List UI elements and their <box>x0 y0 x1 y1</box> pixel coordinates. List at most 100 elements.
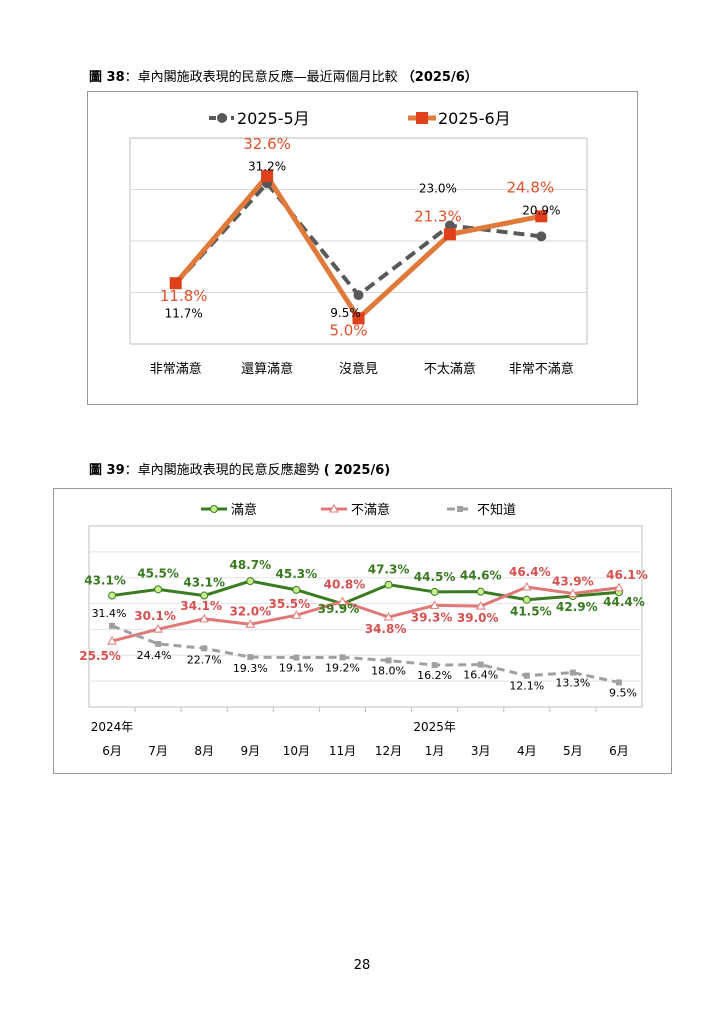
data-label-unknown: 24.4% <box>137 649 172 662</box>
data-point-dissatisfied <box>291 610 302 619</box>
chart-38-frame: 非常滿意 還算滿意 沒意見 不太滿意 非常不滿意 2025-5月 2025-6月 11.7% 3… <box>87 91 638 405</box>
data-label-dissatisfied: 32.0% <box>229 604 271 618</box>
figure-39-sep: ： <box>124 463 138 478</box>
chart-38-svg: 非常滿意 還算滿意 沒意見 不太滿意 非常不滿意 2025-5月 2025-6月 11.7% 3… <box>129 109 588 377</box>
data-point-satisfied <box>384 580 393 589</box>
x-tick-label: 6月 <box>102 744 122 758</box>
data-label-dissatisfied: 43.9% <box>552 574 594 588</box>
data-point-dissatisfied <box>383 612 394 621</box>
x-tick-label: 還算滿意 <box>241 361 293 377</box>
data-label-satisfied: 39.9% <box>318 602 360 616</box>
x-tick-label: 4月 <box>517 744 537 758</box>
data-label-june: 21.3% <box>414 207 462 225</box>
data-point-satisfied <box>522 595 531 604</box>
x-tick-label: 8月 <box>194 744 214 758</box>
figure-38-label: 圖 38 <box>89 70 125 85</box>
data-point-dissatisfied <box>521 582 532 591</box>
data-label-unknown: 12.1% <box>509 680 544 693</box>
data-label-june: 32.6% <box>243 135 291 153</box>
legend-marker-may <box>217 113 227 123</box>
data-label-dissatisfied: 46.1% <box>606 568 648 582</box>
legend-label-june: 2025-6月 <box>438 109 511 128</box>
data-point-june <box>169 277 182 290</box>
x-tick-label: 非常滿意 <box>150 361 202 377</box>
legend-marker-satisfied <box>210 505 218 513</box>
data-label-may: 20.9% <box>522 203 560 217</box>
data-label-unknown: 16.4% <box>463 669 498 682</box>
data-point-june <box>443 228 456 241</box>
legend-label-dissatisfied: 不滿意 <box>351 502 390 518</box>
figure-39-title-text: 卓內閣施政表現的民意反應趨勢 <box>137 463 320 478</box>
data-label-dissatisfied: 35.5% <box>269 597 311 611</box>
data-label-satisfied: 48.7% <box>229 558 271 572</box>
data-label-unknown: 9.5% <box>609 686 637 699</box>
figure-38-title-text: 卓內閣施政表現的民意反應—最近兩個月比較 <box>137 70 398 85</box>
data-label-dissatisfied: 34.1% <box>180 599 222 613</box>
x-tick-label: 5月 <box>563 744 583 758</box>
data-point-satisfied <box>292 585 301 594</box>
year-label: 2025年 <box>413 720 456 734</box>
x-tick-label: 10月 <box>283 744 310 758</box>
data-label-dissatisfied: 25.5% <box>79 649 121 663</box>
data-label-may: 23.0% <box>419 182 457 196</box>
data-point-unknown <box>247 654 254 661</box>
data-point-may <box>444 220 455 231</box>
series-line-satisfied <box>111 579 620 606</box>
data-point-satisfied <box>430 587 439 596</box>
page-number: 28 <box>353 958 371 973</box>
data-label-satisfied: 44.6% <box>460 569 502 583</box>
data-label-june: 5.0% <box>329 321 367 339</box>
data-label-unknown: 13.3% <box>555 677 590 690</box>
figure-39-label: 圖 39 <box>89 463 125 478</box>
data-point-unknown <box>201 645 208 652</box>
data-point-may <box>353 290 364 301</box>
data-label-unknown: 16.2% <box>417 669 452 682</box>
data-point-unknown <box>339 654 346 661</box>
data-point-unknown <box>523 672 530 679</box>
x-tick-label: 12月 <box>375 744 402 758</box>
data-point-satisfied <box>154 585 163 594</box>
data-label-satisfied: 45.5% <box>137 566 179 580</box>
data-point-unknown <box>293 654 300 661</box>
chart-39-svg: 6月 7月 8月 9月 10月 11月 12月 1月 3月 4月 5月 6月 2024年 2025年 滿意 不… <box>79 502 648 758</box>
data-label-dissatisfied: 39.3% <box>411 610 453 624</box>
series-line-dissatisfied <box>111 585 620 643</box>
legend-marker-june <box>416 112 428 124</box>
x-tick-label: 3月 <box>471 744 491 758</box>
data-point-satisfied <box>246 577 255 586</box>
data-point-june <box>535 210 548 223</box>
x-tick-label: 7月 <box>148 744 168 758</box>
data-point-dissatisfied <box>337 596 348 606</box>
legend-marker-dissatisfied <box>329 503 339 513</box>
data-label-may: 11.7% <box>165 307 203 321</box>
data-label-satisfied: 42.9% <box>556 600 598 614</box>
data-point-june <box>261 170 274 183</box>
data-label-june: 24.8% <box>506 178 554 196</box>
data-label-dissatisfied: 46.4% <box>509 565 551 579</box>
chart-39-frame: 6月 7月 8月 9月 10月 11月 12月 1月 3月 4月 5月 6月 2024年 2025年 滿意 不… <box>53 488 672 774</box>
data-label-unknown: 31.4% <box>92 607 127 620</box>
data-label-may: 9.5% <box>330 306 361 320</box>
data-point-satisfied <box>476 587 485 596</box>
data-label-dissatisfied: 34.8% <box>365 622 407 636</box>
x-tick-label: 1月 <box>425 744 445 758</box>
data-label-unknown: 19.2% <box>325 661 360 674</box>
data-label-dissatisfied: 39.0% <box>457 611 499 625</box>
data-point-unknown <box>569 669 576 676</box>
data-point-dissatisfied <box>614 582 624 592</box>
x-tick-label: 9月 <box>240 744 260 758</box>
data-point-dissatisfied <box>429 600 440 609</box>
data-point-dissatisfied <box>107 636 117 645</box>
legend-label-unknown: 不知道 <box>477 502 516 518</box>
data-point-unknown <box>431 662 438 669</box>
data-label-satisfied: 43.1% <box>183 576 225 590</box>
x-tick-label: 沒意見 <box>339 361 378 377</box>
data-point-satisfied <box>200 591 209 600</box>
data-label-unknown: 18.0% <box>371 664 406 677</box>
data-point-dissatisfied <box>568 588 578 597</box>
data-point-satisfied <box>108 591 117 600</box>
figure-39-title: 圖 39：卓內閣施政表現的民意反應趨勢 ( 2025/6) <box>89 459 390 478</box>
data-point-june <box>352 312 365 325</box>
figure-39-date: ( 2025/6) <box>323 463 391 478</box>
series-line-may <box>174 180 542 298</box>
